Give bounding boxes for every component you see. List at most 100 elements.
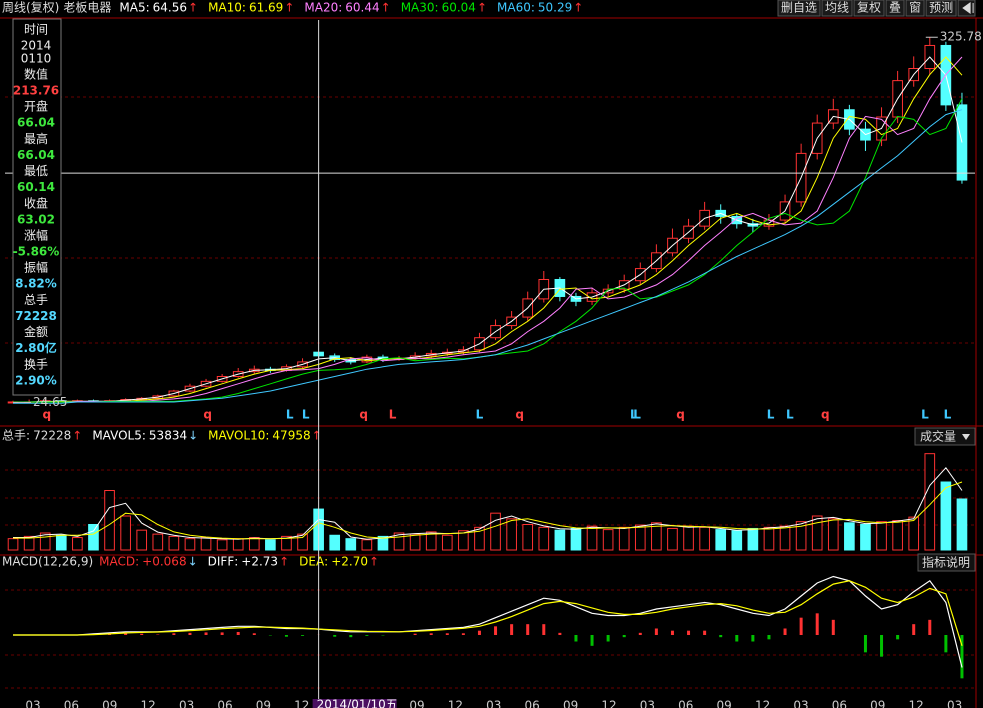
volume-bar (377, 535, 389, 551)
button-label: 预测 (929, 1, 953, 15)
button-label: 复权 (857, 1, 881, 15)
info-value: 72228 (15, 309, 57, 323)
volume-bar (860, 524, 871, 551)
toolbar-button[interactable]: 删自选 (777, 0, 821, 17)
legend-sep: : (26, 429, 30, 443)
signal-label: q (203, 408, 212, 422)
volume-bar (715, 529, 727, 551)
signal-label: L (630, 408, 638, 422)
info-label: 收盘 (24, 195, 48, 210)
info-label: 振幅 (24, 260, 48, 275)
toolbar-button[interactable]: 叠 (885, 0, 905, 17)
volume-bar (409, 533, 421, 551)
legend-name: MACD (99, 555, 135, 569)
legend-sep: : (242, 1, 246, 15)
stock-name: 老板电器 (63, 1, 111, 15)
signal-label: L (286, 408, 294, 422)
mavol-line (13, 481, 963, 540)
volume-bar (265, 539, 276, 551)
toolbar-button[interactable]: 复权 (853, 0, 885, 17)
volume-bar (136, 529, 148, 551)
toolbar-button[interactable]: 窗 (905, 0, 925, 17)
x-axis-label: 12 (294, 699, 309, 708)
info-value: 8.82% (15, 277, 57, 291)
info-value: 60.14 (17, 180, 55, 194)
button-label: 删自选 (781, 1, 817, 15)
ma-line (13, 56, 963, 403)
info-value: 2.80亿 (15, 340, 57, 355)
volume-bar (168, 535, 180, 551)
volume-bar (104, 490, 115, 551)
x-axis-label: 09 (102, 699, 117, 708)
collapse-button[interactable] (957, 0, 976, 17)
signal-label: L (389, 408, 397, 422)
legend-value: 47958 (272, 429, 310, 443)
indicator-selector[interactable]: 成交量 (914, 427, 976, 446)
volume-bar (634, 524, 646, 551)
legend-sep: : (338, 1, 342, 15)
signal-label: L (921, 408, 929, 422)
volume-bar (795, 521, 807, 551)
signal-label: L (476, 408, 484, 422)
volume-bar (699, 526, 710, 551)
legend-value: 64.56 (153, 1, 187, 15)
volume-bar (425, 531, 437, 551)
volume-bar (924, 453, 936, 551)
signal-label: q (515, 408, 524, 422)
volume-bar (844, 522, 855, 551)
x-axis-label: 12 (755, 699, 770, 708)
x-axis-label: 03 (947, 699, 962, 708)
help-button[interactable]: 指标说明 (917, 553, 976, 572)
collapse-icon (962, 2, 974, 14)
volume-bar (232, 538, 244, 551)
toolbar-button[interactable]: 均线 (821, 0, 853, 17)
legend-trend: ↑ (188, 1, 198, 15)
x-axis-label: 03 (25, 699, 40, 708)
legend-value: 61.69 (249, 1, 283, 15)
legend-name: MA10 (208, 1, 242, 15)
signal-label: L (767, 408, 775, 422)
volume-bar (72, 537, 83, 551)
legend-value: 60.04 (442, 1, 476, 15)
legend-sep: : (142, 429, 146, 443)
x-axis-label: 09 (256, 699, 271, 708)
volume-bar (940, 481, 952, 551)
signal-label: L (633, 408, 641, 422)
legend-name: DIFF (208, 555, 235, 569)
legend-sep: : (435, 1, 439, 15)
info-value: 213.76 (13, 84, 59, 98)
info-value: 63.02 (17, 212, 55, 226)
legend-value: 50.29 (538, 1, 572, 15)
x-axis-label: 03 (640, 699, 655, 708)
legend-trend: ↓ (188, 429, 198, 443)
volume-bar (522, 524, 534, 551)
x-axis-label: 06 (678, 699, 693, 708)
legend-sep: : (324, 555, 328, 569)
x-axis-label: 09 (870, 699, 885, 708)
volume-bar (200, 537, 212, 551)
volume-bar (586, 525, 598, 551)
info-value: -5.86% (13, 245, 60, 259)
volume-bar (570, 527, 582, 551)
x-axis-label: 06 (832, 699, 847, 708)
volume-bar (892, 520, 903, 551)
volume-bar (297, 533, 308, 551)
ma-line (13, 56, 963, 403)
volume-bar (281, 535, 292, 551)
x-axis-label: 03 (179, 699, 194, 708)
volume-bar (393, 532, 405, 551)
volume-bar (441, 534, 453, 551)
x-axis-label: 09 (717, 699, 732, 708)
button-label: 均线 (825, 1, 849, 15)
signal-label: q (821, 408, 830, 422)
legend-value: 60.44 (345, 1, 379, 15)
cursor-date-box (312, 699, 397, 708)
help-label: 指标说明 (922, 555, 970, 570)
volume-bar (554, 529, 566, 551)
info-label: 开盘 (24, 99, 48, 114)
legend-trend: ↑ (369, 555, 379, 569)
info-label: 数值 (24, 67, 48, 82)
toolbar-button[interactable]: 预测 (925, 0, 957, 17)
legend-name: MAVOL5 (92, 429, 142, 443)
legend-trend: ↑ (381, 1, 391, 15)
